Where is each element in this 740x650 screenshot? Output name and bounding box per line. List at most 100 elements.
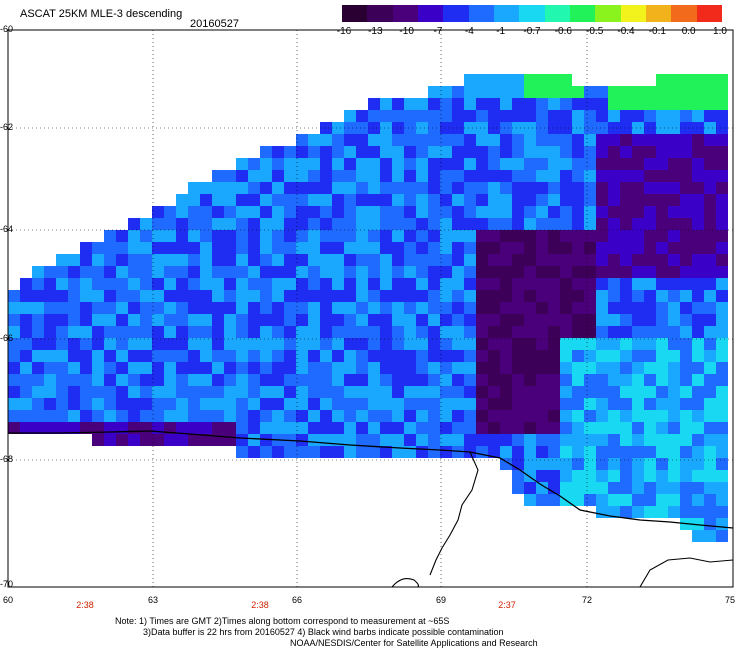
mle-cell <box>284 386 296 398</box>
mle-cell <box>500 338 512 350</box>
mle-cell <box>680 314 692 326</box>
mle-cell <box>356 218 368 230</box>
mle-cell <box>596 482 608 494</box>
mle-cell <box>464 386 476 398</box>
mle-cell <box>344 182 356 194</box>
mle-cell <box>596 446 608 458</box>
colorbar-swatch <box>620 5 646 22</box>
mle-cell <box>332 134 344 146</box>
mle-cell <box>632 350 644 362</box>
mle-cell <box>224 326 236 338</box>
mle-cell <box>656 326 668 338</box>
mle-cell <box>464 254 476 266</box>
latitude-tick-label: -66 <box>0 333 14 343</box>
mle-cell <box>152 350 164 362</box>
mle-cell <box>224 422 236 434</box>
mle-cell <box>224 362 236 374</box>
mle-cell <box>572 350 584 362</box>
mle-cell <box>380 362 392 374</box>
mle-cell <box>584 374 596 386</box>
mle-cell <box>188 422 200 434</box>
mle-cell <box>200 326 212 338</box>
mle-cell <box>704 242 716 254</box>
mle-cell <box>44 350 56 362</box>
mle-cell <box>584 398 596 410</box>
mle-cell <box>524 386 536 398</box>
mle-cell <box>392 230 404 242</box>
mle-cell <box>524 206 536 218</box>
mle-cell <box>392 182 404 194</box>
mle-cell <box>716 350 728 362</box>
mle-cell <box>488 254 500 266</box>
mle-cell <box>428 266 440 278</box>
mle-cell <box>428 302 440 314</box>
mle-cell <box>356 290 368 302</box>
mle-cell <box>476 74 488 86</box>
mle-cell <box>668 470 680 482</box>
mle-cell <box>32 374 44 386</box>
mle-cell <box>416 302 428 314</box>
mle-cell <box>644 422 656 434</box>
mle-cell <box>512 182 524 194</box>
mle-cell <box>620 170 632 182</box>
mle-cell <box>44 422 56 434</box>
mle-cell <box>320 218 332 230</box>
mle-cell <box>152 434 164 446</box>
mle-cell <box>572 230 584 242</box>
mle-cell <box>356 194 368 206</box>
mle-cell <box>224 434 236 446</box>
mle-cell <box>440 206 452 218</box>
mle-cell <box>332 218 344 230</box>
mle-cell <box>500 254 512 266</box>
mle-cell <box>212 254 224 266</box>
mle-cell <box>656 302 668 314</box>
mle-cell <box>32 398 44 410</box>
mle-cell <box>680 266 692 278</box>
mle-cell <box>668 482 680 494</box>
mle-cell <box>128 266 140 278</box>
mle-cell <box>116 230 128 242</box>
mle-cell <box>596 158 608 170</box>
mle-cell <box>296 410 308 422</box>
mle-cell <box>488 74 500 86</box>
mle-cell <box>512 314 524 326</box>
mle-cell <box>56 254 68 266</box>
mle-cell <box>584 110 596 122</box>
mle-cell <box>188 218 200 230</box>
mle-cell <box>212 278 224 290</box>
mle-cell <box>440 230 452 242</box>
mle-cell <box>656 278 668 290</box>
mle-cell <box>572 482 584 494</box>
mle-cell <box>644 446 656 458</box>
mle-cell <box>248 350 260 362</box>
mle-cell <box>464 290 476 302</box>
mle-cell <box>80 326 92 338</box>
mle-cell <box>596 170 608 182</box>
mle-cell <box>368 194 380 206</box>
mle-cell <box>680 494 692 506</box>
mle-cell <box>500 314 512 326</box>
mle-cell <box>284 242 296 254</box>
mle-cell <box>512 470 524 482</box>
mle-cell <box>296 314 308 326</box>
mle-cell <box>524 266 536 278</box>
mle-cell <box>704 170 716 182</box>
mle-cell <box>308 278 320 290</box>
mle-cell <box>140 338 152 350</box>
mle-cell <box>596 314 608 326</box>
mle-cell <box>308 326 320 338</box>
mle-cell <box>680 122 692 134</box>
mle-cell <box>416 170 428 182</box>
mle-cell <box>404 410 416 422</box>
mle-cell <box>692 86 704 98</box>
mle-cell <box>380 338 392 350</box>
mle-cell <box>524 182 536 194</box>
mle-cell <box>716 398 728 410</box>
mle-cell <box>104 278 116 290</box>
mle-cell <box>716 254 728 266</box>
mle-cell <box>272 314 284 326</box>
mle-cell <box>392 98 404 110</box>
mle-cell <box>212 422 224 434</box>
mle-cell <box>188 230 200 242</box>
mle-cell <box>272 242 284 254</box>
